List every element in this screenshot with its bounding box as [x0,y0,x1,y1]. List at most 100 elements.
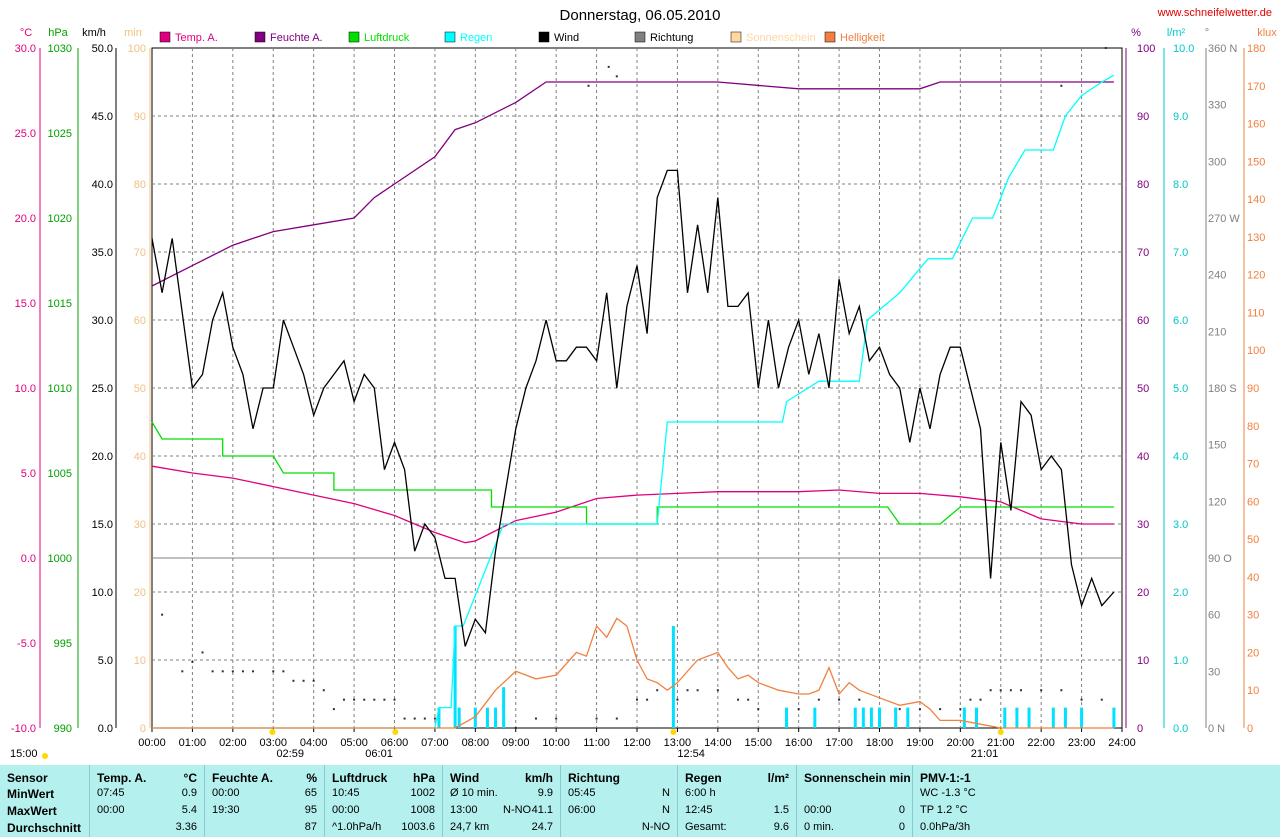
temp-tick-label: 30.0 [15,43,36,55]
legend-swatch [730,31,742,43]
sun-tick-label: 20 [134,587,146,599]
legend-label: Wind [554,32,579,44]
rain-tick-label: 10.0 [1173,43,1194,55]
humidity-tick-label: 20 [1137,587,1149,599]
direction-dot [979,698,982,701]
stat-value: N-NO [641,821,670,833]
stat-left: 00:00 [804,804,832,816]
light-tick-label: 0 [1247,723,1253,735]
row-label: MaxWert [7,804,57,818]
column-unit: km/h [524,771,553,785]
x-tick-label: 05:00 [340,737,368,749]
direction-dot [858,698,861,701]
rain-tick-label: 7.0 [1173,247,1188,259]
direction-tick-label: 30 [1208,666,1220,678]
pressure-tick-label: 990 [54,723,72,735]
direction-tick-label: 60 [1208,610,1220,622]
stat-left: 24,7 km [450,821,490,833]
direction-axis-unit: ° [1205,27,1209,39]
temp-tick-label: 10.0 [15,383,36,395]
rain-tick-label: 2.0 [1173,587,1188,599]
direction-dot [696,689,699,692]
stats-column: Richtung 05:45 06:00 N N N-NO [560,765,678,837]
sun-tick-label: 100 [128,43,146,55]
stats-column: Luftdruck hPa 10:45 00:00 ^1.0hPa/h 1002 1008 1… [324,765,443,837]
humidity-tick-label: 0 [1137,723,1143,735]
x-tick-label: 15:00 [744,737,772,749]
direction-dot [433,717,436,720]
direction-dot [211,670,214,673]
pressure-tick-label: 1025 [48,128,72,140]
sun-time-label: 12:54 [677,748,705,760]
stat-mid: N-NO [503,804,532,816]
x-tick-label: 00:00 [138,737,166,749]
wind-axis-unit: km/h [82,27,106,39]
sun-marker [42,753,48,759]
sun-tick-label: 80 [134,179,146,191]
direction-dot [969,698,972,701]
light-axis-unit: klux [1257,27,1277,39]
humidity-tick-label: 80 [1137,179,1149,191]
direction-tick-label: 180 S [1208,383,1237,395]
light-tick-label: 20 [1247,647,1259,659]
chart-title: Donnerstag, 06.05.2010 [560,7,721,24]
stat-left: 06:00 [568,804,596,816]
temp-tick-label: 5.0 [21,468,36,480]
rain-tick-label: 0.0 [1173,723,1188,735]
sun-marker [997,729,1004,735]
stat-value: 1008 [410,804,435,816]
x-tick-label: 07:00 [421,737,449,749]
column-header: Sensor [7,771,48,785]
direction-dot [292,679,295,682]
wind-tick-label: 10.0 [92,587,113,599]
row-label: Durchschnitt [7,821,82,835]
column-header: Temp. A. [97,771,147,785]
x-tick-label: 13:00 [664,737,692,749]
direction-tick-label: 270 W [1208,213,1240,225]
legend-label: Luftdruck [364,32,410,44]
sun-time-label: 21:01 [971,748,999,760]
legend-label: Helligkeit [840,32,885,44]
stat-value: 87 [304,821,317,833]
direction-dot [403,717,406,720]
stat-left: 0.0hPa/3h [920,821,971,833]
humidity-tick-label: 70 [1137,247,1149,259]
legend-swatch [159,31,171,43]
stats-column: Wind km/h Ø 10 min. 13:00 24,7 km N-NO 9.9 41.1… [442,765,561,837]
direction-dot [1060,84,1063,87]
wind-tick-label: 25.0 [92,383,113,395]
humidity-axis-unit: % [1131,27,1141,39]
temp-tick-label: -5.0 [17,638,36,650]
stat-left: TP 1.2 °C [920,804,968,816]
site-url[interactable]: www.schneifelwetter.de [1157,7,1272,19]
stats-column: Sensor MinWert MaxWert Durchschnitt [0,765,89,837]
sun-time-label: 15:00 [10,748,38,760]
light-tick-label: 120 [1247,270,1265,282]
x-tick-label: 08:00 [462,737,490,749]
humidity-tick-label: 10 [1137,655,1149,667]
direction-tick-label: 90 O [1208,553,1232,565]
column-header: PMV-1:-1 [920,771,971,785]
light-tick-label: 50 [1247,534,1259,546]
rain-tick-label: 3.0 [1173,519,1188,531]
direction-tick-label: 210 [1208,326,1226,338]
pressure-tick-label: 1030 [48,43,72,55]
wind-tick-label: 50.0 [92,43,113,55]
stat-value: 1003.6 [401,821,435,833]
direction-dot [898,708,901,711]
humidity-tick-label: 60 [1137,315,1149,327]
direction-dot [191,660,194,663]
direction-dot [423,717,426,720]
stat-value: N [662,787,670,799]
light-tick-label: 40 [1247,572,1259,584]
direction-dot [636,698,638,701]
wind-tick-label: 40.0 [92,179,113,191]
stat-left: 19:30 [212,804,240,816]
pressure-tick-label: 995 [54,638,72,650]
direction-dot [322,689,325,692]
sun-tick-label: 50 [134,383,146,395]
rain-line [152,74,1115,729]
direction-dot [615,717,618,720]
x-tick-label: 10:00 [542,737,570,749]
stats-column: Sonnenschein min 00:00 0 min. 0 0 [796,765,913,837]
